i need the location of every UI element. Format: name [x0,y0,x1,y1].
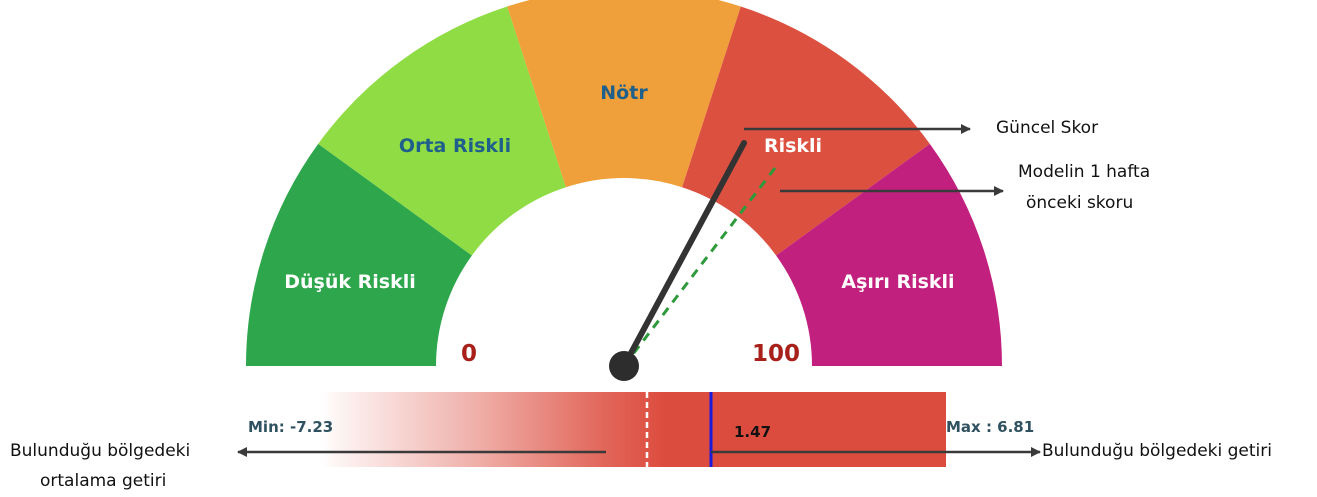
segment-label-neutral: Nötr [600,82,648,104]
segment-label-low-risk: Düşük Riskli [284,271,416,293]
current-return-value: 1.47 [734,423,771,441]
scale-min-label: 0 [461,341,477,367]
segment-label-medium-risk: Orta Riskli [399,135,511,157]
segment-label-extreme-risk: Aşırı Riskli [841,271,954,293]
previous-score-needle [622,163,780,367]
zone-return-annotation: Bulunduğu bölgedeki getiri [1042,441,1272,461]
average-return-annotation-line1: Bulunduğu bölgedeki [10,441,190,461]
average-return-annotation-line2: ortalama getiri [40,471,166,491]
return-bar [322,392,946,467]
segment-neutral [507,0,741,188]
segment-label-risky: Riskli [764,135,822,157]
current-score-needle [621,140,747,369]
segment-medium-risk [318,6,566,256]
previous-score-annotation-line1: Modelin 1 hafta [1018,162,1150,182]
return-max-label: Max : 6.81 [946,418,1034,436]
needle-pivot [609,351,639,381]
current-score-annotation: Güncel Skor [996,118,1098,138]
scale-max-label: 100 [752,341,800,367]
previous-score-annotation-line2: önceki skoru [1026,193,1133,213]
gauge-segments [246,0,1002,366]
return-min-label: Min: -7.23 [248,418,333,436]
segment-low-risk [246,143,472,366]
segment-extreme-risk [776,143,1002,366]
segment-risky [682,6,930,256]
